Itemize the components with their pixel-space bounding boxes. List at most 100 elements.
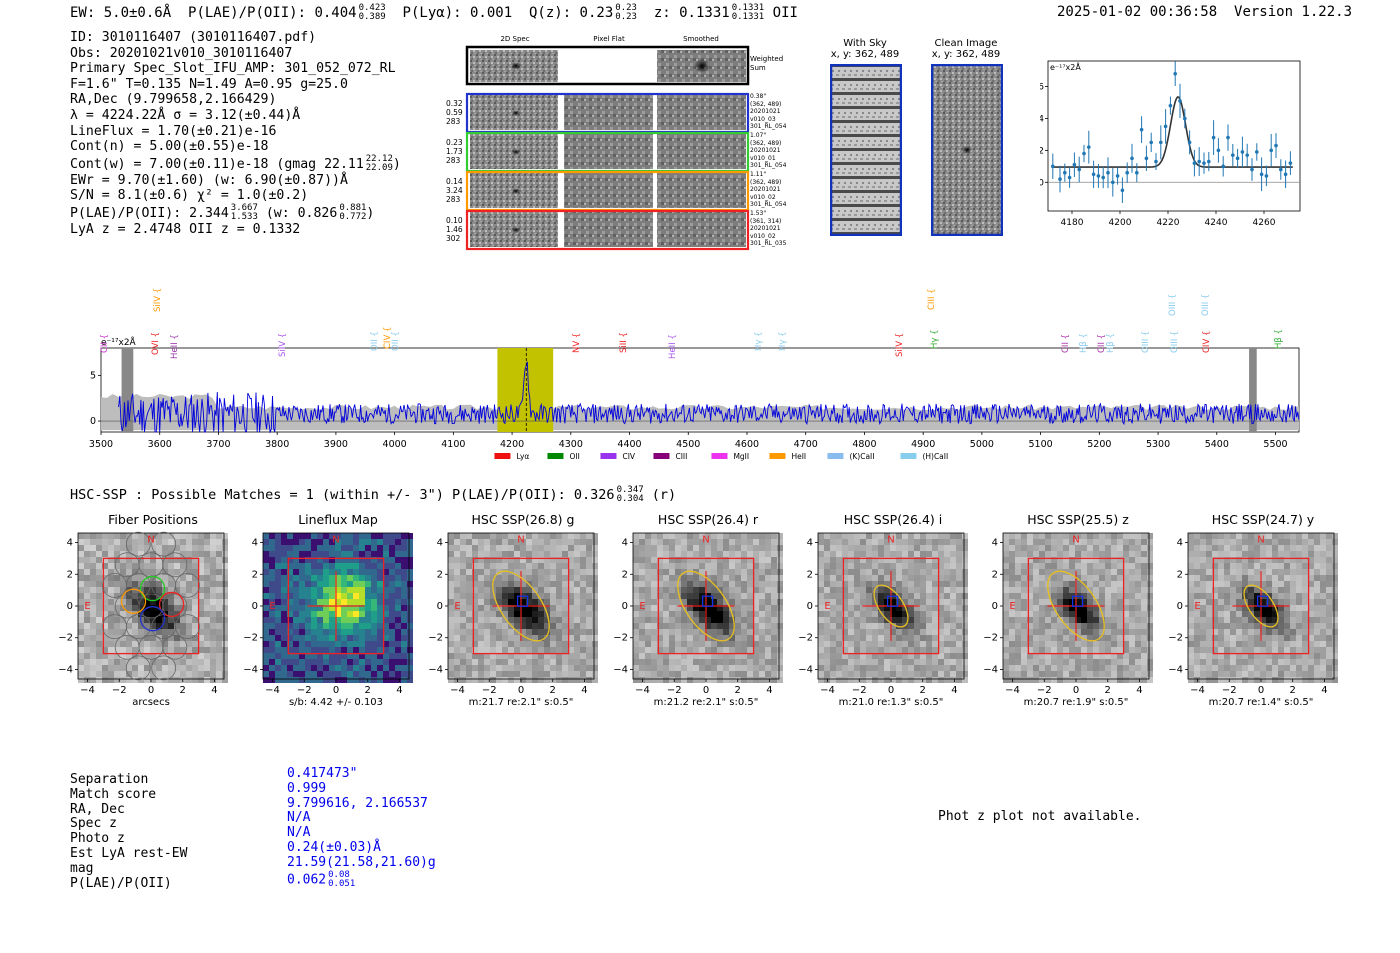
hsc-pixel: [287, 617, 293, 623]
hsc-pixel: [299, 569, 305, 575]
hsc-pixel: [693, 677, 699, 683]
hsc-pixel: [848, 653, 854, 659]
hsc-pixel: [1224, 671, 1230, 677]
hsc-pixel: [275, 635, 281, 641]
hsc-pixel: [657, 617, 663, 623]
hsc-pixel: [383, 635, 389, 641]
hsc-pixel: [866, 581, 872, 587]
hsc-pixel: [860, 641, 866, 647]
hsc-pixel: [663, 635, 669, 641]
hsc-pixel: [180, 533, 186, 539]
hsc-pixel: [1039, 539, 1045, 545]
hsc-pixel: [466, 665, 472, 671]
hsc-pixel: [1123, 539, 1129, 545]
hsc-pixel: [1272, 557, 1278, 563]
hsc-pixel: [824, 677, 830, 683]
hsc-pixel: [1278, 569, 1284, 575]
hsc-pixel: [1099, 647, 1105, 653]
line-id-label: OII {: [370, 331, 380, 351]
hsc-pixel: [102, 647, 108, 653]
hsc-pixel: [383, 605, 389, 611]
hsc-pixel: [1308, 629, 1314, 635]
hsc-pixel: [1135, 635, 1141, 641]
hsc-pixel: [1117, 635, 1123, 641]
hsc-pixel: [150, 575, 156, 581]
hsc-pixel: [192, 533, 198, 539]
hsc-pixel: [777, 623, 783, 629]
hsc-pixel: [323, 581, 329, 587]
hsc-pixel: [1123, 563, 1129, 569]
hsc-pixel: [872, 581, 878, 587]
hsc-pixel: [663, 563, 669, 569]
hsc-pixel: [1027, 617, 1033, 623]
fiber-circle-orange: [120, 588, 147, 614]
hsc-pixel: [395, 557, 401, 563]
hsc-pixel: [1081, 545, 1087, 551]
hsc-pixel: [78, 569, 84, 575]
hsc-pixel: [263, 665, 269, 671]
hsc-pixel: [526, 551, 532, 557]
hsc-pixel: [216, 635, 222, 641]
hsc-pixel: [962, 635, 968, 641]
hsc-pixel: [395, 545, 401, 551]
hsc-pixel: [502, 617, 508, 623]
hsc-pixel: [198, 617, 204, 623]
hsc-pixel: [1141, 551, 1147, 557]
hsc-pixel: [920, 545, 926, 551]
hsc-ytick-label: 4: [67, 538, 73, 549]
hsc-pixel: [1081, 605, 1087, 611]
hsc-pixel: [1027, 569, 1033, 575]
hsc-pixel: [281, 545, 287, 551]
hsc-pixel: [401, 653, 407, 659]
hsc-pixel: [723, 581, 729, 587]
hsc-pixel: [96, 581, 102, 587]
hsc-pixel: [514, 647, 520, 653]
hsc-pixel: [1320, 545, 1326, 551]
hsc-pixel: [1039, 593, 1045, 599]
hsc-pixel: [556, 653, 562, 659]
hsc-pixel: [1069, 575, 1075, 581]
hsc-pixel: [1129, 581, 1135, 587]
hsc-pixel: [502, 653, 508, 659]
zoom-xtick-label: 4200: [1109, 218, 1132, 228]
hsc-pixel: [502, 611, 508, 617]
hsc-pixel: [335, 659, 341, 665]
hsc-pixel: [174, 569, 180, 575]
hsc-pixel: [1242, 563, 1248, 569]
hsc-pixel: [759, 581, 765, 587]
hsc-pixel: [395, 605, 401, 611]
hsc-pixel: [1123, 635, 1129, 641]
hsc-pixel: [1230, 581, 1236, 587]
hsc-pixel: [186, 623, 192, 629]
hsc-pixel: [568, 647, 574, 653]
hsc-pixel: [633, 593, 639, 599]
hsc-pixel: [353, 593, 359, 599]
hsc-pixel: [1212, 593, 1218, 599]
hsc-pixel: [938, 581, 944, 587]
hsc-pixel: [383, 629, 389, 635]
hsc-pixel: [1141, 569, 1147, 575]
hsc-pixel: [699, 677, 705, 683]
hsc-pixel: [1033, 677, 1039, 683]
hsc-pixel: [383, 581, 389, 587]
hsc-pixel: [168, 617, 174, 623]
hsc-pixel: [490, 671, 496, 677]
hsc-pixel: [383, 671, 389, 677]
hsc-pixel: [890, 629, 896, 635]
hsc-pixel: [574, 611, 580, 617]
hsc-pixel: [956, 569, 962, 575]
hsc-pixel: [729, 545, 735, 551]
hsc-pixel: [293, 569, 299, 575]
hsc-pixel: [347, 635, 353, 641]
hsc-pixel: [759, 677, 765, 683]
hsc-pixel: [454, 551, 460, 557]
hsc-pixel: [1218, 539, 1224, 545]
hsc-pixel: [699, 545, 705, 551]
hsc-pixel: [275, 617, 281, 623]
zoom-data-point: [1226, 135, 1230, 140]
hsc-pixel: [377, 641, 383, 647]
hsc-pixel: [508, 653, 514, 659]
hsc-pixel: [938, 623, 944, 629]
hsc-xtick-label: −4: [635, 685, 650, 696]
